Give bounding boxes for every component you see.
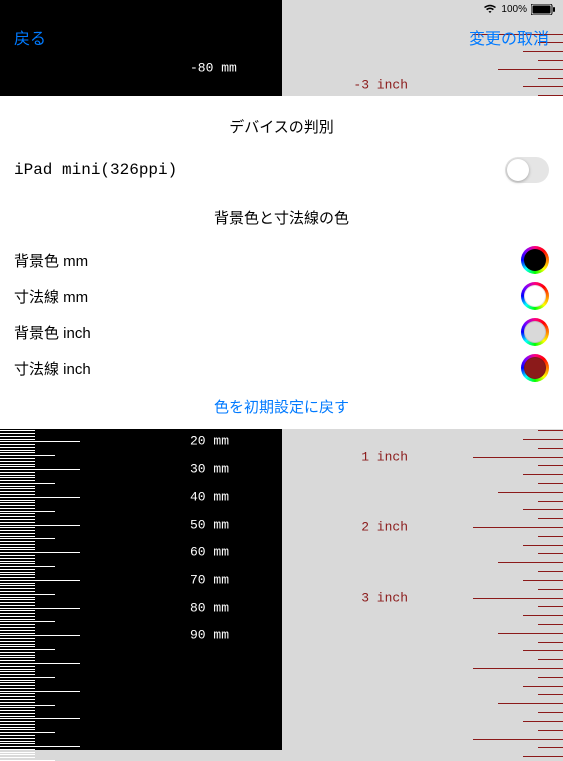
line-mm-swatch (524, 285, 546, 307)
device-row: iPad mini(326ppi) (0, 151, 563, 189)
reset-colors-button[interactable]: 色を初期設定に戻す (0, 386, 563, 421)
inch-tick-label: 1 inch (361, 449, 408, 464)
mm-tick-label: -80 mm (190, 61, 237, 76)
line-mm-label: 寸法線 mm (14, 286, 88, 307)
status-bar: 100% (0, 0, 563, 18)
bg-inch-row: 背景色 inch (0, 314, 563, 350)
device-toggle[interactable] (505, 157, 549, 183)
bg-mm-label: 背景色 mm (14, 250, 88, 271)
mm-tick-label: 20 mm (190, 434, 229, 449)
bg-mm-row: 背景色 mm (0, 242, 563, 278)
color-section-title: 背景色と寸法線の色 (0, 207, 563, 228)
mm-tick-label: 40 mm (190, 489, 229, 504)
mm-tick-label: 70 mm (190, 572, 229, 587)
mm-tick-label: 90 mm (190, 628, 229, 643)
mm-tick-label: 30 mm (190, 462, 229, 477)
inch-tick-label: 2 inch (361, 520, 408, 535)
bg-inch-color-picker[interactable] (521, 318, 549, 346)
line-mm-color-picker[interactable] (521, 282, 549, 310)
bg-mm-color-picker[interactable] (521, 246, 549, 274)
bg-inch-label: 背景色 inch (14, 322, 91, 343)
inch-tick-label: -3 inch (353, 78, 408, 93)
line-inch-label: 寸法線 inch (14, 358, 91, 379)
line-inch-color-picker[interactable] (521, 354, 549, 382)
wifi-icon (483, 4, 497, 14)
bg-inch-swatch (524, 321, 546, 343)
bg-mm-swatch (524, 249, 546, 271)
line-inch-swatch (524, 357, 546, 379)
mm-tick-label: 50 mm (190, 517, 229, 532)
device-section-title: デバイスの判別 (0, 116, 563, 137)
mm-tick-label: 60 mm (190, 545, 229, 560)
cancel-button[interactable]: 変更の取消 (469, 25, 549, 49)
inch-tick-label: 3 inch (361, 590, 408, 605)
battery-percent: 100% (501, 4, 527, 15)
device-name-label: iPad mini(326ppi) (14, 161, 177, 179)
toggle-knob (507, 159, 529, 181)
line-mm-row: 寸法線 mm (0, 278, 563, 314)
back-button[interactable]: 戻る (14, 25, 46, 49)
mm-tick-label: 80 mm (190, 600, 229, 615)
battery-icon (531, 4, 555, 15)
nav-bar: 戻る 変更の取消 (0, 18, 563, 56)
line-inch-row: 寸法線 inch (0, 350, 563, 386)
settings-panel: デバイスの判別 iPad mini(326ppi) 背景色と寸法線の色 背景色 … (0, 96, 563, 429)
